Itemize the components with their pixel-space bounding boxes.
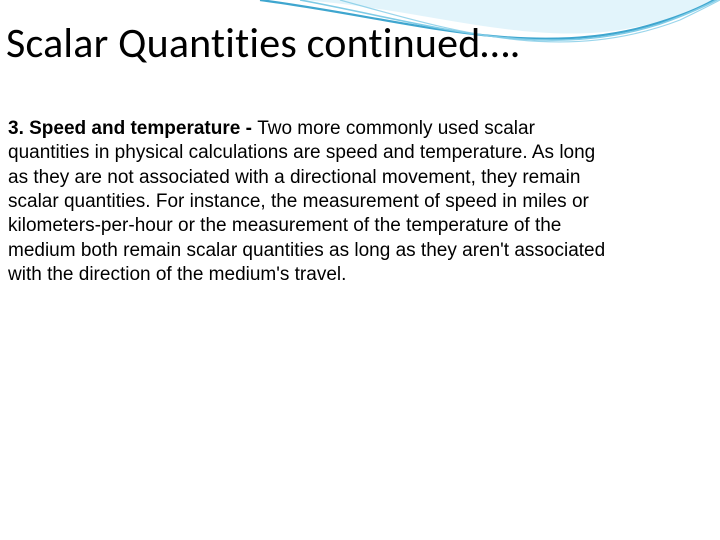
slide-container: Scalar Quantities continued…. 3. Speed a…	[0, 0, 720, 540]
body-rest: Two more commonly used scalar quantities…	[8, 118, 605, 285]
slide-title: Scalar Quantities continued….	[6, 18, 700, 69]
slide-body: 3. Speed and temperature - Two more comm…	[6, 117, 616, 287]
body-lead: 3. Speed and temperature -	[8, 118, 257, 139]
